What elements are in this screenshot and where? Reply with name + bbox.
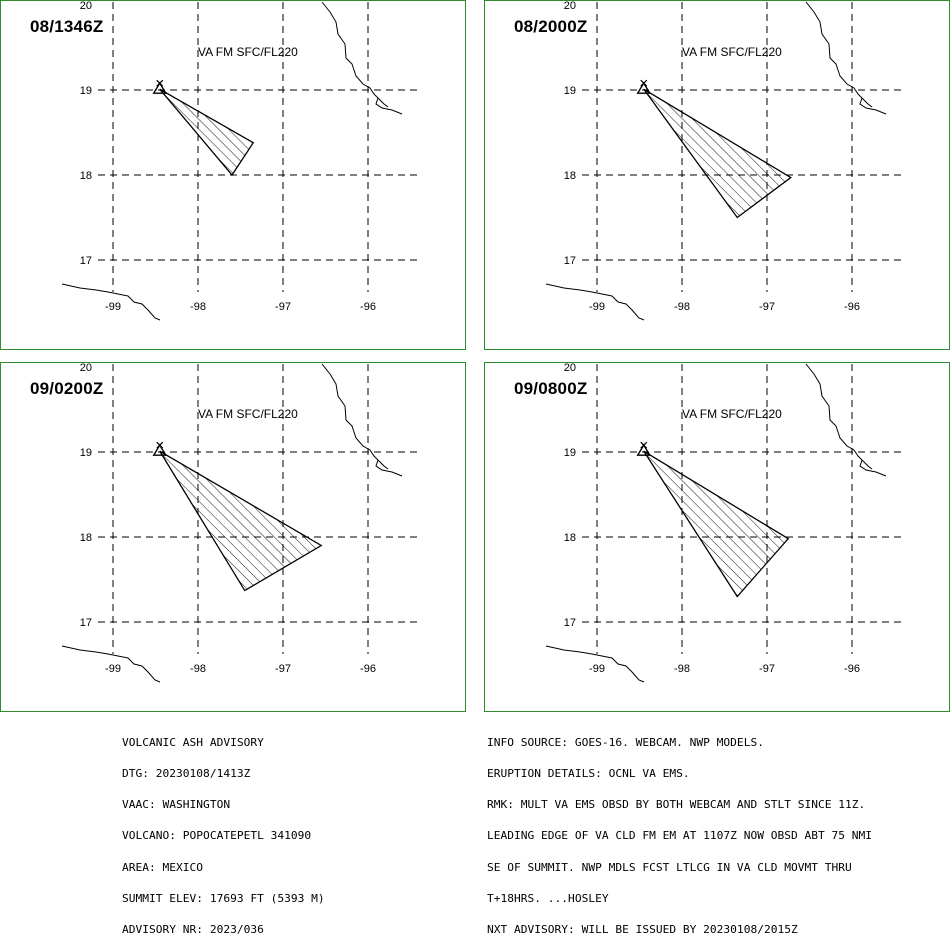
lat-tick-label: 19 xyxy=(564,85,576,97)
lat-tick-label: 19 xyxy=(564,447,576,459)
advisory-dtg: DTG: 20230108/1413Z xyxy=(122,767,251,781)
coastline-gulf-inlet xyxy=(861,459,873,470)
lon-tick-label: -97 xyxy=(759,663,775,675)
lat-tick-label: 18 xyxy=(80,532,92,544)
map-canvas: -99 -98 -97 -96 17 18 19 20 xyxy=(484,362,950,712)
lon-tick-label: -98 xyxy=(674,301,690,313)
lon-tick-label: -99 xyxy=(589,663,605,675)
coastline-pacific xyxy=(545,283,645,321)
advisory-remarks-cont-3: T+18HRS. ...HOSLEY xyxy=(487,891,609,905)
lon-tick-label: -96 xyxy=(844,301,860,313)
coastline-gulf-inlet xyxy=(377,459,389,470)
lat-tick-label: 17 xyxy=(564,617,576,629)
advisory-details-text: INFO SOURCE: GOES-16. WEBCAM. NWP MODELS… xyxy=(487,717,872,946)
lat-tick-label: 18 xyxy=(564,532,576,544)
ash-level-label: VA FM SFC/FL220 xyxy=(198,45,298,59)
lon-tick-label: -99 xyxy=(589,301,605,313)
lon-tick-label: -99 xyxy=(105,663,121,675)
coastline-pacific xyxy=(61,283,161,321)
advisory-vaac: VAAC: WASHINGTON xyxy=(122,798,231,812)
coastline-gulf-inlet xyxy=(861,97,873,108)
lon-tick-label: -96 xyxy=(844,663,860,675)
advisory-remarks-cont-1: LEADING EDGE OF VA CLD FM EM AT 1107Z NO… xyxy=(487,829,873,843)
lat-tick-label: 20 xyxy=(80,362,92,374)
forecast-time-label: 09/0800Z xyxy=(514,379,588,398)
ash-level-label: VA FM SFC/FL220 xyxy=(682,407,782,421)
volcano-icon xyxy=(636,443,651,456)
forecast-time-label: 08/2000Z xyxy=(514,17,588,36)
advisory-header-text: VOLCANIC ASH ADVISORY DTG: 20230108/1413… xyxy=(122,717,325,946)
map-panel-4: -99 -98 -97 -96 17 18 19 20 09/0800Z VA FM SFC/… xyxy=(484,362,950,712)
advisory-area: AREA: MEXICO xyxy=(122,860,204,874)
map-canvas: -99 -98 -97 -96 17 18 19 20 xyxy=(0,362,466,712)
map-panel-3: -99 -98 -97 -96 17 18 19 20 09/0200Z VA FM SFC/… xyxy=(0,362,466,712)
lat-tick-label: 17 xyxy=(80,617,92,629)
advisory-number: ADVISORY NR: 2023/036 xyxy=(122,923,264,937)
volcano-icon xyxy=(152,443,167,456)
volcano-marker-x xyxy=(156,79,164,87)
advisory-eruption-details: ERUPTION DETAILS: OCNL VA EMS. xyxy=(487,767,690,781)
lat-tick-label: 20 xyxy=(80,0,92,12)
coastline-gulf xyxy=(805,363,887,477)
ash-level-label: VA FM SFC/FL220 xyxy=(198,407,298,421)
advisory-next: NXT ADVISORY: WILL BE ISSUED BY 20230108… xyxy=(487,923,798,937)
volcano-icon xyxy=(636,81,651,94)
lon-tick-label: -98 xyxy=(190,301,206,313)
advisory-remarks: RMK: MULT VA EMS OBSD BY BOTH WEBCAM AND… xyxy=(487,798,866,812)
volcano-icon xyxy=(152,81,167,94)
map-frame xyxy=(0,0,466,350)
lat-tick-label: 20 xyxy=(564,362,576,374)
lon-tick-label: -97 xyxy=(759,301,775,313)
coastline-gulf xyxy=(321,1,403,115)
ash-cloud-polygon xyxy=(643,88,792,219)
coastline-gulf-inlet xyxy=(377,97,389,108)
ash-cloud-polygon xyxy=(159,88,255,177)
map-frame xyxy=(0,362,466,712)
lat-tick-label: 18 xyxy=(80,170,92,182)
map-panel-1: -99 -98 -97 -96 17 18 19 20 08/1346Z VA FM SFC/… xyxy=(0,0,466,350)
forecast-time-label: 09/0200Z xyxy=(30,379,104,398)
lon-tick-label: -96 xyxy=(360,663,376,675)
ash-cloud-polygon xyxy=(159,450,323,592)
forecast-time-label: 08/1346Z xyxy=(30,17,104,36)
volcano-marker-x xyxy=(640,441,648,449)
lon-tick-label: -97 xyxy=(275,301,291,313)
coastline-gulf xyxy=(321,363,403,477)
map-panel-2: -99 -98 -97 -96 17 18 19 20 08/2000Z VA FM SFC/… xyxy=(484,0,950,350)
lon-tick-label: -97 xyxy=(275,663,291,675)
lat-tick-label: 18 xyxy=(564,170,576,182)
lat-tick-label: 20 xyxy=(564,0,576,12)
coastline-pacific xyxy=(61,645,161,683)
lat-tick-label: 17 xyxy=(80,255,92,267)
lon-tick-label: -98 xyxy=(674,663,690,675)
map-canvas: -99 -98 -97 -96 17 18 19 20 xyxy=(0,0,466,350)
lon-tick-label: -96 xyxy=(360,301,376,313)
lon-tick-label: -98 xyxy=(190,663,206,675)
advisory-remarks-cont-2: SE OF SUMMIT. NWP MDLS FCST LTLCG IN VA … xyxy=(487,860,852,874)
ash-level-label: VA FM SFC/FL220 xyxy=(682,45,782,59)
lat-tick-label: 19 xyxy=(80,85,92,97)
ash-cloud-polygon xyxy=(643,450,790,598)
coastline-gulf xyxy=(805,1,887,115)
lat-tick-label: 19 xyxy=(80,447,92,459)
lon-tick-label: -99 xyxy=(105,301,121,313)
advisory-title: VOLCANIC ASH ADVISORY xyxy=(122,735,264,749)
volcano-marker-x xyxy=(156,441,164,449)
advisory-summit-elev: SUMMIT ELEV: 17693 FT (5393 M) xyxy=(122,891,325,905)
advisory-info-source: INFO SOURCE: GOES-16. WEBCAM. NWP MODELS… xyxy=(487,735,764,749)
coastline-pacific xyxy=(545,645,645,683)
lat-tick-label: 17 xyxy=(564,255,576,267)
volcano-marker-x xyxy=(640,79,648,87)
advisory-volcano: VOLCANO: POPOCATEPETL 341090 xyxy=(122,829,312,843)
